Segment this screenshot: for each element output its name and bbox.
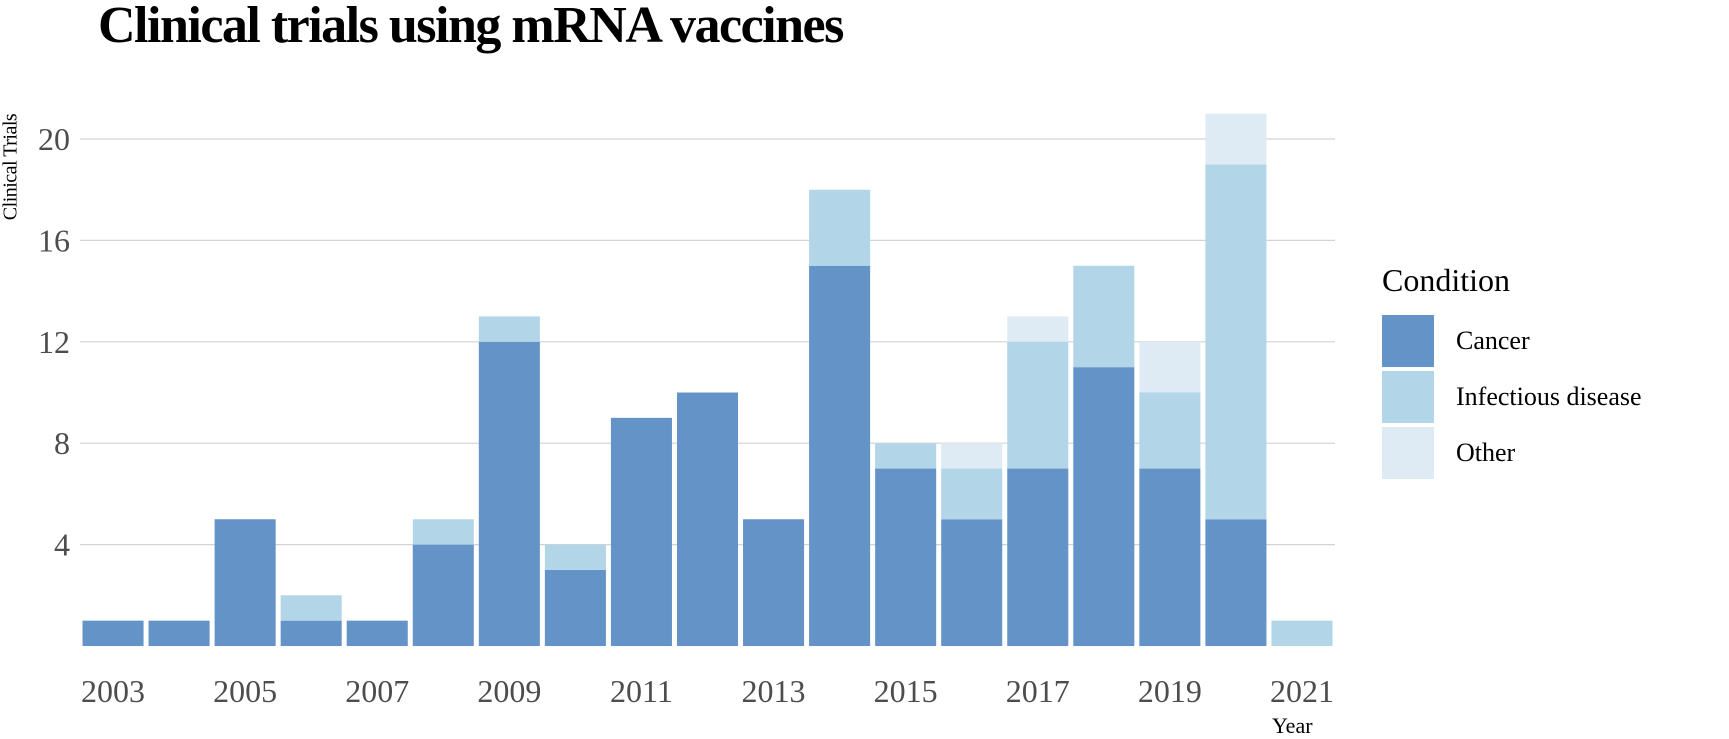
bar-2013-cancer	[743, 519, 805, 646]
bar-2017-infectious-disease	[1007, 341, 1069, 469]
y-tick-label-12: 12	[38, 324, 70, 360]
bar-2018-cancer	[1073, 367, 1135, 646]
legend-swatch-infectious-disease	[1382, 371, 1434, 423]
bar-2012-cancer	[676, 392, 739, 646]
bar-2017-cancer	[1007, 468, 1069, 646]
bar-2019-cancer	[1139, 468, 1201, 646]
x-tick-label-2011: 2011	[610, 673, 673, 709]
bar-2014-cancer	[809, 265, 871, 646]
bar-2015-infectious-disease	[875, 443, 937, 469]
bar-2016-cancer	[941, 519, 1003, 646]
legend-label-infectious-disease: Infectious disease	[1456, 382, 1642, 411]
y-tick-labels: 4 8 12 16 20	[38, 121, 70, 563]
y-tick-label-16: 16	[38, 222, 70, 258]
y-tick-label-20: 20	[38, 121, 70, 157]
bar-2008-infectious-disease	[412, 519, 474, 545]
bar-2014-infectious-disease	[809, 189, 871, 266]
bar-2019-other	[1139, 341, 1201, 393]
bar-2003-cancer	[82, 620, 144, 646]
x-tick-label-2009: 2009	[477, 673, 541, 709]
legend-item-cancer: Cancer	[1382, 313, 1642, 369]
bar-2011-cancer	[610, 417, 672, 646]
legend-swatch-cancer	[1382, 315, 1434, 367]
x-tick-label-2007: 2007	[345, 673, 409, 709]
bar-2020-cancer	[1205, 519, 1267, 646]
bar-2018-infectious-disease	[1073, 265, 1135, 368]
legend: Condition Cancer Infectious disease Othe…	[1382, 262, 1642, 481]
x-tick-label-2019: 2019	[1138, 673, 1202, 709]
x-tick-label-2015: 2015	[874, 673, 938, 709]
bar-2010-cancer	[544, 569, 606, 646]
legend-title: Condition	[1382, 262, 1511, 298]
bar-2004-cancer	[148, 620, 210, 646]
legend-swatch-other	[1382, 427, 1434, 479]
bars	[82, 113, 1333, 646]
bar-2020-infectious-disease	[1205, 164, 1267, 520]
bar-2006-infectious-disease	[280, 595, 342, 621]
y-tick-label-4: 4	[54, 527, 70, 563]
x-tick-label-2017: 2017	[1006, 673, 1070, 709]
bar-2007-cancer	[346, 620, 408, 646]
bar-2015-cancer	[875, 468, 937, 646]
legend-item-other: Other	[1382, 425, 1642, 481]
legend-item-infectious-disease: Infectious disease	[1382, 369, 1642, 425]
x-tick-label-2005: 2005	[213, 673, 277, 709]
x-tick-labels: 2003 2005 2007 2009 2011 2013 2015 2017 2019 2021	[81, 673, 1334, 709]
bar-2016-other	[941, 443, 1003, 469]
legend-label-cancer: Cancer	[1456, 326, 1530, 355]
legend-label-other: Other	[1456, 438, 1516, 467]
x-tick-label-2003: 2003	[81, 673, 145, 709]
x-axis-label: Year	[1272, 713, 1313, 738]
bar-2009-infectious-disease	[478, 316, 540, 342]
y-tick-label-8: 8	[54, 425, 70, 461]
bar-2019-infectious-disease	[1139, 392, 1201, 469]
bar-2020-other	[1205, 113, 1267, 165]
chart-title: Clinical trials using mRNA vaccines	[98, 0, 844, 54]
bar-2005-cancer	[214, 519, 276, 646]
x-tick-label-2013: 2013	[742, 673, 806, 709]
bar-2010-infectious-disease	[544, 544, 606, 570]
bar-2017-other	[1007, 316, 1069, 342]
x-tick-label-2021: 2021	[1270, 673, 1334, 709]
bar-2009-cancer	[478, 341, 540, 646]
bar-2016-infectious-disease	[941, 468, 1003, 520]
bar-2008-cancer	[412, 544, 474, 646]
bar-2006-cancer	[280, 620, 342, 646]
bar-2021-infectious-disease	[1271, 620, 1333, 646]
